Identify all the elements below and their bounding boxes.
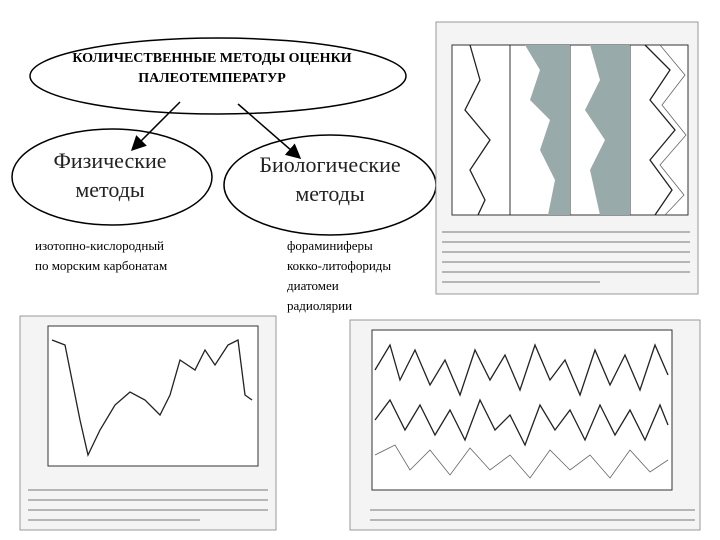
arrow <box>130 101 181 152</box>
list-item: изотопно-кислородный <box>35 238 164 253</box>
title-line: КОЛИЧЕСТВЕННЫЕ МЕТОДЫ ОЦЕНКИ <box>72 51 351 66</box>
method-title: методы <box>75 177 145 202</box>
method-title: Биологические <box>259 152 400 177</box>
list-item: радиолярии <box>287 298 352 313</box>
method-title: Физические <box>54 148 167 173</box>
title-line: ПАЛЕОТЕМПЕРАТУР <box>138 71 286 86</box>
method-oval <box>11 128 213 226</box>
scan-figure <box>19 315 277 531</box>
scan-figure <box>349 319 701 531</box>
arrow <box>237 103 302 159</box>
method-title: методы <box>295 181 365 206</box>
list-item: фораминиферы <box>287 238 373 253</box>
list-item: диатомеи <box>287 278 339 293</box>
scan-figure <box>435 21 699 295</box>
title-oval <box>29 37 407 115</box>
list-item: по морским карбонатам <box>35 258 167 273</box>
list-item: кокко-литофориды <box>287 258 391 273</box>
